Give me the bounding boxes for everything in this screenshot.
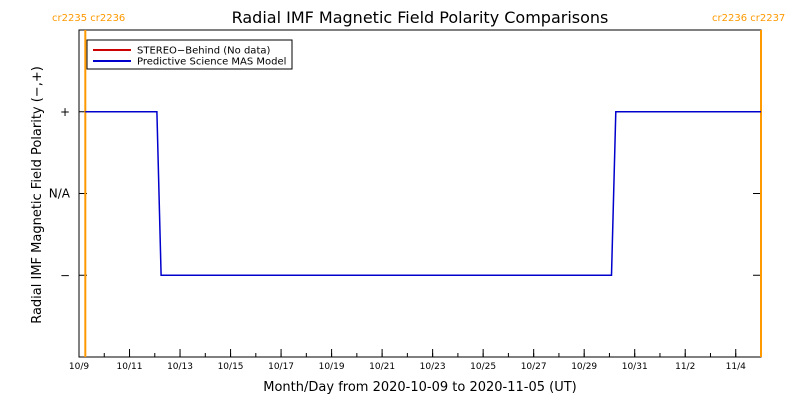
y-tick-label: − bbox=[60, 268, 70, 282]
x-tick-label: 10/29 bbox=[571, 362, 597, 372]
x-axis-label: Month/Day from 2020-10-09 to 2020-11-05 … bbox=[263, 380, 576, 395]
x-tick-label: 11/2 bbox=[675, 362, 695, 372]
x-tick-label: 10/11 bbox=[117, 362, 143, 372]
x-tick-label: 10/31 bbox=[622, 362, 648, 372]
x-tick-label: 10/17 bbox=[268, 362, 294, 372]
x-tick-label: 10/23 bbox=[420, 362, 446, 372]
series-line bbox=[85, 111, 761, 277]
x-tick-label: 10/13 bbox=[167, 362, 193, 372]
carrington-marker-label: cr2235 cr2236 bbox=[52, 13, 125, 24]
legend: STEREO−Behind (No data)Predictive Scienc… bbox=[86, 39, 293, 70]
x-tick-label: 10/27 bbox=[521, 362, 547, 372]
x-tick-label: 11/4 bbox=[726, 362, 746, 372]
y-tick-label: N/A bbox=[49, 187, 71, 201]
x-tick-label: 10/21 bbox=[369, 362, 395, 372]
x-tick-label: 10/25 bbox=[470, 362, 496, 372]
y-tick-label: + bbox=[60, 105, 70, 119]
plot-frame bbox=[78, 29, 762, 358]
chart-title: Radial IMF Magnetic Field Polarity Compa… bbox=[232, 8, 609, 27]
y-axis-label: Radial IMF Magnetic Field Polarity (−,+) bbox=[30, 66, 45, 324]
legend-label: STEREO−Behind (No data) bbox=[137, 46, 270, 57]
legend-label: Predictive Science MAS Model bbox=[137, 57, 286, 68]
carrington-marker-label: cr2236 cr2237 bbox=[712, 13, 785, 24]
x-tick-label: 10/19 bbox=[319, 362, 345, 372]
x-tick-label: 10/9 bbox=[69, 362, 89, 372]
x-tick-label: 10/15 bbox=[218, 362, 244, 372]
legend-box bbox=[86, 39, 293, 70]
